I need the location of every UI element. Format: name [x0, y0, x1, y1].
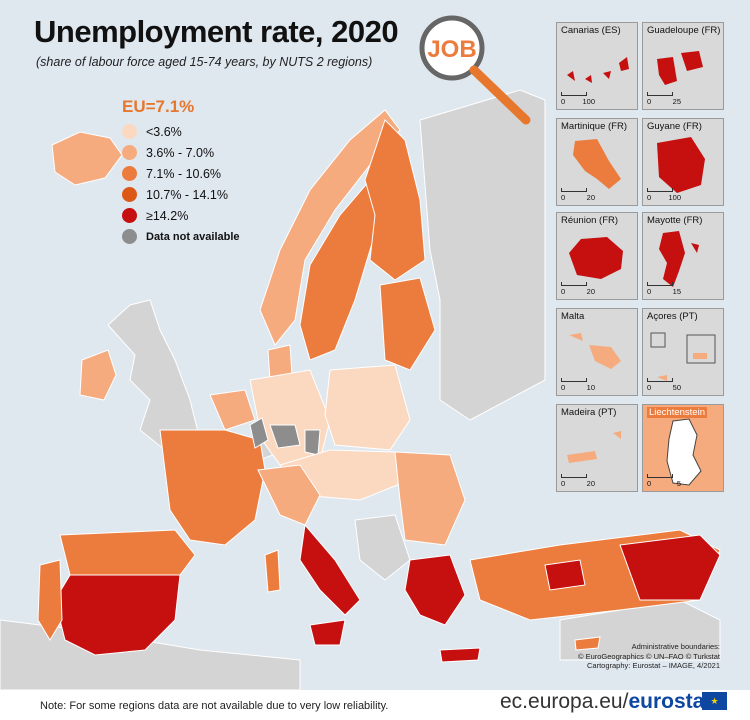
germany-na-2	[269, 424, 301, 449]
legend-item: 3.6% - 7.0%	[122, 142, 240, 163]
cyprus-region	[574, 636, 601, 651]
italy-north-region	[257, 464, 321, 526]
inset-reunion: Réunion (FR) 0 20	[556, 212, 638, 300]
map-credits: Administrative boundaries: © EuroGeograp…	[577, 642, 720, 670]
germany-na-3	[304, 429, 321, 456]
crete-region	[439, 647, 481, 663]
poland-region	[324, 364, 411, 451]
russia-landmass	[419, 89, 546, 421]
legend-item: 7.1% - 10.6%	[122, 163, 240, 184]
sicily-region	[309, 619, 346, 646]
map-legend: EU=7.1% <3.6% 3.6% - 7.0% 7.1% - 10.6% 1…	[122, 97, 240, 247]
iceland-region	[51, 131, 123, 186]
italy-south-region	[299, 523, 361, 616]
ireland-region	[79, 349, 117, 401]
legend-swatch	[122, 208, 137, 223]
balkans-nonEU	[354, 514, 411, 581]
footer-note: Note: For some regions data are not avai…	[40, 700, 389, 712]
job-badge-text: JOB	[427, 36, 476, 63]
inset-madeira: Madeira (PT) 0 20	[556, 404, 638, 492]
france-region	[159, 429, 266, 546]
page-title: Unemployment rate, 2020	[34, 14, 399, 49]
inset-guadeloupe: Guadeloupe (FR) 0 25	[642, 22, 724, 110]
legend-swatch	[122, 124, 137, 139]
inset-canarias: Canarias (ES) 0 100	[556, 22, 638, 110]
legend-swatch	[122, 187, 137, 202]
inset-martinique: Martinique (FR) 0 20	[556, 118, 638, 206]
inset-acores: Açores (PT) 0 50	[642, 308, 724, 396]
turkey-center-region	[544, 559, 586, 591]
romania-bulgaria-region	[394, 451, 466, 546]
legend-item: ≥14.2%	[122, 205, 240, 226]
benelux-region	[209, 389, 256, 431]
spain-south-region	[54, 574, 181, 656]
inset-malta: Malta 0 10	[556, 308, 638, 396]
legend-item: Data not available	[122, 226, 240, 247]
spain-north-region	[59, 529, 196, 576]
legend-swatch	[122, 166, 137, 181]
page-subtitle: (share of labour force aged 15-74 years,…	[36, 55, 373, 69]
germany-na-1	[249, 417, 269, 449]
inset-mayotte: Mayotte (FR) 0 15	[642, 212, 724, 300]
job-magnifier-icon: JOB	[419, 15, 531, 125]
inset-guyane: Guyane (FR) 0 100	[642, 118, 724, 206]
europe-map	[0, 89, 721, 690]
portugal-region	[37, 559, 63, 641]
legend-item: <3.6%	[122, 121, 240, 142]
legend-swatch	[122, 229, 137, 244]
uk-landmass	[107, 299, 201, 451]
turkey-east-region	[619, 534, 721, 601]
eu-flag-icon: ★	[702, 692, 727, 710]
finland-region	[364, 119, 426, 281]
sardinia-region	[264, 549, 281, 593]
legend-item: 10.7% - 14.1%	[122, 184, 240, 205]
eurostat-link[interactable]: ec.europa.eu/eurostat	[500, 690, 712, 713]
legend-swatch	[122, 145, 137, 160]
baltics-region	[379, 277, 436, 371]
greece-region	[404, 554, 466, 626]
legend-title: EU=7.1%	[122, 97, 195, 116]
